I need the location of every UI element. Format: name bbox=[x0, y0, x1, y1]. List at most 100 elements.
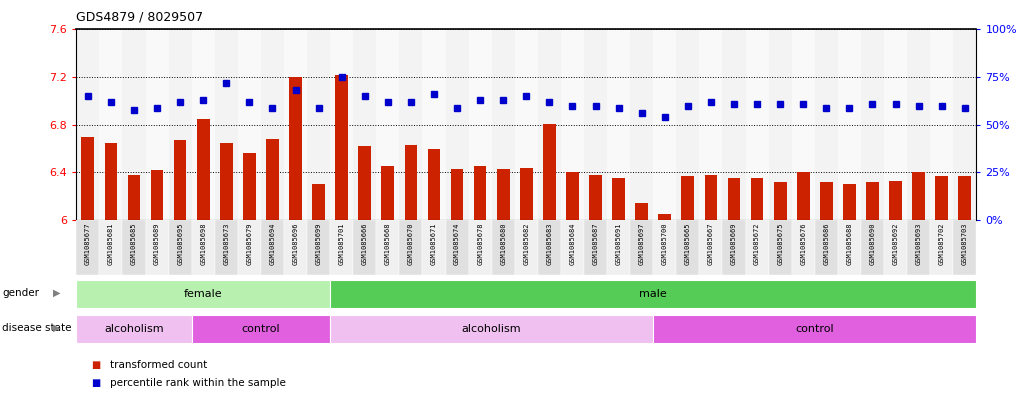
Text: GSM1085702: GSM1085702 bbox=[939, 223, 945, 265]
Text: GSM1085678: GSM1085678 bbox=[477, 223, 483, 265]
Text: GSM1085666: GSM1085666 bbox=[362, 223, 368, 265]
Bar bbox=[653, 29, 676, 220]
Bar bbox=[122, 220, 145, 275]
Bar bbox=[584, 220, 607, 275]
Bar bbox=[266, 139, 279, 220]
Bar bbox=[538, 29, 561, 220]
Bar bbox=[331, 29, 353, 220]
Text: GSM1085684: GSM1085684 bbox=[570, 223, 576, 265]
Bar bbox=[353, 29, 376, 220]
Bar bbox=[700, 29, 722, 220]
Bar bbox=[81, 137, 95, 220]
Text: GSM1085681: GSM1085681 bbox=[108, 223, 114, 265]
Bar bbox=[653, 315, 976, 343]
Bar bbox=[636, 204, 648, 220]
Text: GSM1085692: GSM1085692 bbox=[893, 223, 899, 265]
Text: ■: ■ bbox=[92, 360, 101, 370]
Bar bbox=[122, 29, 145, 220]
Text: GSM1085682: GSM1085682 bbox=[524, 223, 529, 265]
Bar bbox=[376, 220, 400, 275]
Bar bbox=[884, 220, 907, 275]
Bar bbox=[653, 220, 676, 275]
Bar bbox=[105, 143, 117, 220]
Bar bbox=[151, 170, 164, 220]
Text: GDS4879 / 8029507: GDS4879 / 8029507 bbox=[76, 10, 203, 23]
Bar bbox=[491, 29, 515, 220]
Text: transformed count: transformed count bbox=[110, 360, 207, 370]
Bar bbox=[861, 29, 884, 220]
Bar bbox=[769, 29, 791, 220]
Text: GSM1085667: GSM1085667 bbox=[708, 223, 714, 265]
Bar bbox=[907, 29, 931, 220]
Text: GSM1085675: GSM1085675 bbox=[777, 223, 783, 265]
Bar bbox=[220, 143, 233, 220]
Text: male: male bbox=[640, 289, 667, 299]
Bar bbox=[791, 220, 815, 275]
Bar bbox=[127, 175, 140, 220]
Bar bbox=[958, 176, 971, 220]
Text: GSM1085671: GSM1085671 bbox=[431, 223, 437, 265]
Bar bbox=[261, 29, 284, 220]
Bar bbox=[769, 220, 791, 275]
Bar bbox=[631, 220, 653, 275]
Bar bbox=[405, 145, 417, 220]
Bar bbox=[838, 220, 861, 275]
Bar bbox=[469, 29, 491, 220]
Bar bbox=[931, 29, 953, 220]
Bar bbox=[520, 168, 533, 220]
Bar bbox=[584, 29, 607, 220]
Bar bbox=[745, 220, 769, 275]
Bar bbox=[307, 220, 331, 275]
Text: GSM1085700: GSM1085700 bbox=[662, 223, 668, 265]
Bar bbox=[400, 220, 422, 275]
Text: GSM1085701: GSM1085701 bbox=[339, 223, 345, 265]
Bar bbox=[612, 178, 625, 220]
Bar bbox=[427, 149, 440, 220]
Bar bbox=[400, 29, 422, 220]
Text: GSM1085689: GSM1085689 bbox=[154, 223, 160, 265]
Bar bbox=[722, 220, 745, 275]
Bar bbox=[336, 75, 348, 220]
Bar bbox=[191, 29, 215, 220]
Bar bbox=[381, 167, 395, 220]
Bar bbox=[145, 220, 169, 275]
Bar bbox=[169, 220, 191, 275]
Bar bbox=[215, 29, 238, 220]
Text: ▶: ▶ bbox=[53, 288, 60, 298]
Text: disease state: disease state bbox=[2, 323, 71, 333]
Bar bbox=[700, 220, 722, 275]
Text: GSM1085696: GSM1085696 bbox=[293, 223, 299, 265]
Bar bbox=[238, 29, 261, 220]
Text: GSM1085669: GSM1085669 bbox=[731, 223, 737, 265]
Bar bbox=[838, 29, 861, 220]
Bar bbox=[243, 153, 255, 220]
Text: GSM1085685: GSM1085685 bbox=[131, 223, 137, 265]
Text: ▶: ▶ bbox=[53, 323, 60, 333]
Bar bbox=[169, 29, 191, 220]
Text: GSM1085670: GSM1085670 bbox=[408, 223, 414, 265]
Bar bbox=[953, 29, 976, 220]
Bar bbox=[907, 220, 931, 275]
Bar bbox=[676, 29, 700, 220]
Bar bbox=[491, 220, 515, 275]
Bar bbox=[566, 173, 579, 220]
Bar bbox=[815, 29, 838, 220]
Text: GSM1085690: GSM1085690 bbox=[870, 223, 876, 265]
Bar bbox=[497, 169, 510, 220]
Text: GSM1085687: GSM1085687 bbox=[593, 223, 599, 265]
Bar bbox=[705, 175, 717, 220]
Text: GSM1085686: GSM1085686 bbox=[824, 223, 829, 265]
Text: GSM1085680: GSM1085680 bbox=[500, 223, 506, 265]
Bar bbox=[515, 29, 538, 220]
Bar bbox=[474, 167, 486, 220]
Text: GSM1085694: GSM1085694 bbox=[270, 223, 276, 265]
Bar bbox=[820, 182, 833, 220]
Bar bbox=[312, 184, 325, 220]
Text: GSM1085668: GSM1085668 bbox=[384, 223, 391, 265]
Bar bbox=[543, 123, 555, 220]
Bar bbox=[791, 29, 815, 220]
Bar bbox=[76, 315, 191, 343]
Bar bbox=[100, 29, 122, 220]
Text: percentile rank within the sample: percentile rank within the sample bbox=[110, 378, 286, 388]
Bar bbox=[561, 29, 584, 220]
